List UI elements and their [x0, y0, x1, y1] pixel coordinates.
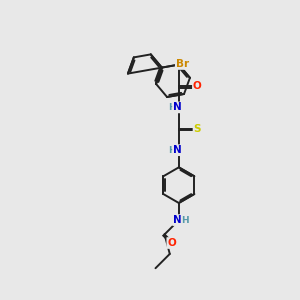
Text: Br: Br	[176, 59, 189, 69]
Text: O: O	[167, 238, 176, 248]
Text: N: N	[173, 215, 182, 225]
Text: N: N	[173, 102, 182, 112]
Text: N: N	[173, 145, 182, 155]
Text: S: S	[194, 124, 201, 134]
Text: H: H	[169, 103, 176, 112]
Text: H: H	[182, 216, 189, 225]
Text: H: H	[169, 146, 176, 155]
Text: O: O	[193, 81, 202, 91]
